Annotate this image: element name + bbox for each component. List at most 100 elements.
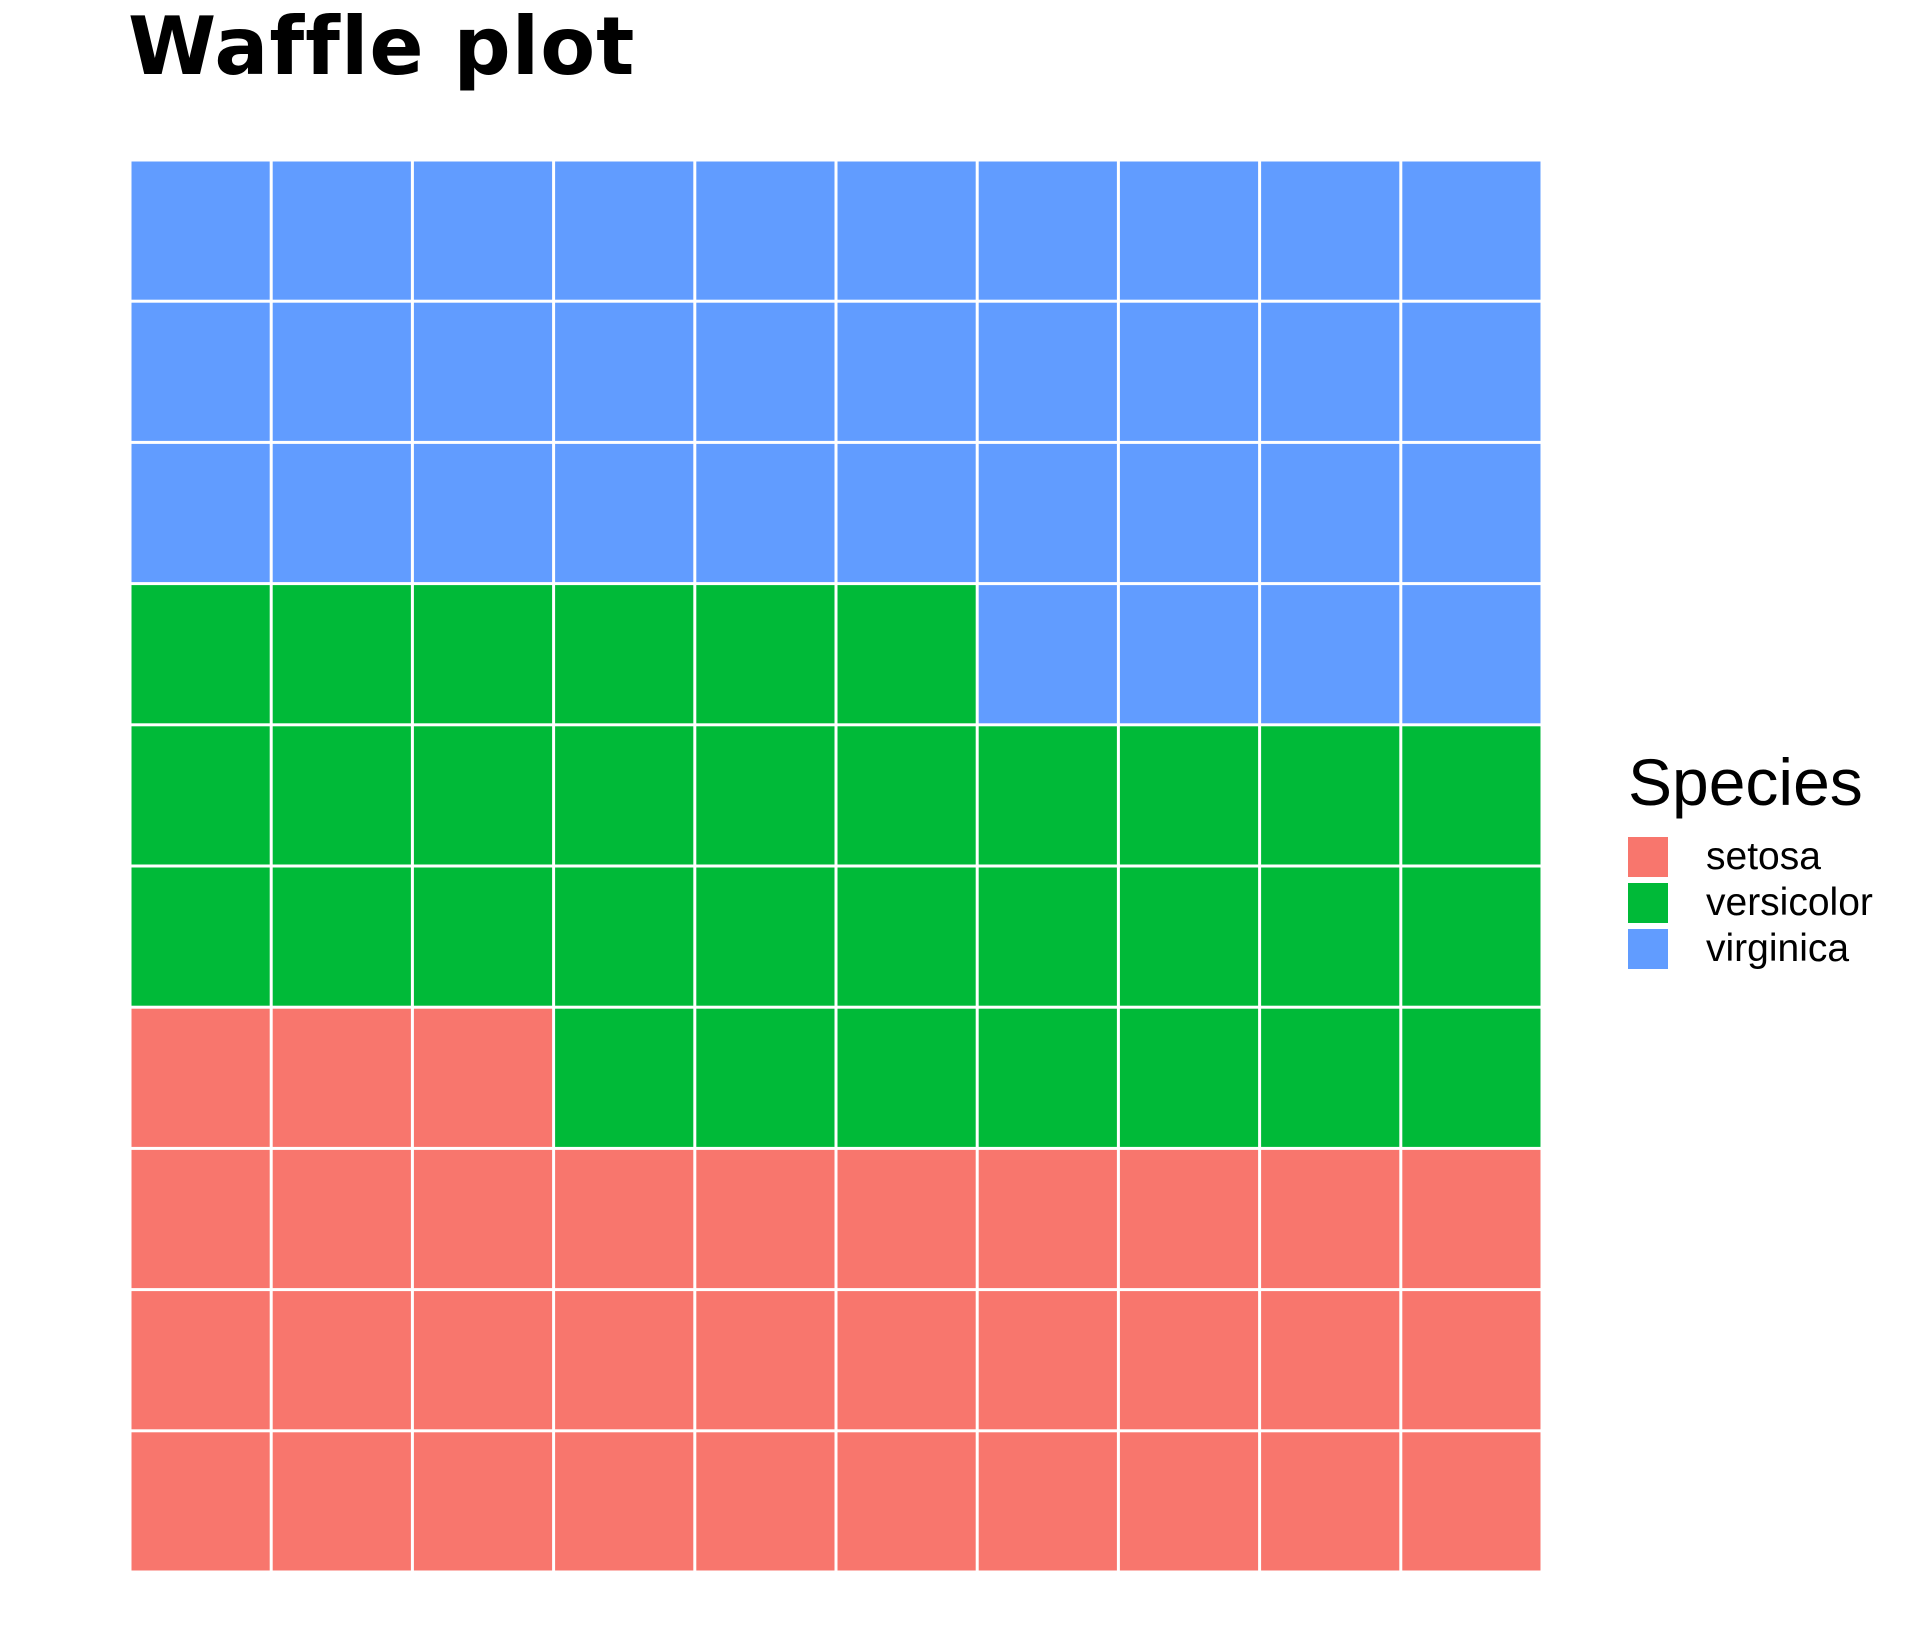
waffle-cell-virginica: [272, 302, 411, 441]
waffle-cell-virginica: [1261, 302, 1400, 441]
waffle-cell-virginica: [696, 443, 835, 583]
waffle-cell-setosa: [131, 1149, 270, 1289]
waffle-cell-virginica: [837, 302, 976, 441]
waffle-cell-setosa: [272, 1291, 411, 1430]
waffle-cell-virginica: [131, 161, 270, 300]
waffle-cell-setosa: [413, 1432, 553, 1571]
waffle-cell-virginica: [1261, 443, 1400, 583]
waffle-cell-setosa: [1402, 1291, 1541, 1430]
waffle-cell-versicolor: [837, 585, 976, 724]
waffle-cell-versicolor: [1119, 726, 1259, 865]
waffle-cell-versicolor: [1402, 867, 1541, 1006]
waffle-cell-setosa: [978, 1291, 1117, 1430]
legend: Species setosa versicolor virginica: [1628, 742, 1908, 972]
legend-label-virginica: virginica: [1706, 927, 1850, 970]
waffle-cell-versicolor: [413, 726, 553, 865]
waffle-cell-virginica: [1402, 443, 1541, 583]
waffle-cell-setosa: [555, 1149, 694, 1289]
waffle-cell-virginica: [1402, 302, 1541, 441]
waffle-cell-versicolor: [1261, 1008, 1400, 1147]
waffle-cell-virginica: [1402, 585, 1541, 724]
waffle-cell-virginica: [413, 302, 553, 441]
waffle-cell-virginica: [1119, 585, 1259, 724]
waffle-cell-virginica: [978, 443, 1117, 583]
waffle-cell-virginica: [978, 302, 1117, 441]
waffle-cell-virginica: [696, 161, 835, 300]
waffle-cell-setosa: [1119, 1432, 1259, 1571]
waffle-cell-setosa: [555, 1432, 694, 1571]
waffle-cell-virginica: [272, 161, 411, 300]
waffle-cell-versicolor: [1261, 726, 1400, 865]
waffle-cell-versicolor: [1402, 726, 1541, 865]
waffle-cell-versicolor: [131, 585, 270, 724]
waffle-cell-setosa: [272, 1008, 411, 1147]
waffle-cell-virginica: [413, 443, 553, 583]
waffle-cell-versicolor: [272, 867, 411, 1006]
waffle-cell-versicolor: [978, 726, 1117, 865]
waffle-cell-versicolor: [272, 726, 411, 865]
waffle-cell-setosa: [1261, 1149, 1400, 1289]
waffle-cell-versicolor: [696, 585, 835, 724]
waffle-cell-virginica: [837, 161, 976, 300]
waffle-cell-virginica: [555, 443, 694, 583]
waffle-cell-versicolor: [978, 1008, 1117, 1147]
waffle-cell-setosa: [131, 1432, 270, 1571]
waffle-cell-versicolor: [696, 726, 835, 865]
waffle-cell-setosa: [1119, 1291, 1259, 1430]
waffle-cell-setosa: [837, 1149, 976, 1289]
waffle-cell-versicolor: [1119, 867, 1259, 1006]
chart-title: Waffle plot: [128, 0, 636, 93]
waffle-cell-setosa: [837, 1432, 976, 1571]
waffle-cell-setosa: [696, 1432, 835, 1571]
waffle-cell-versicolor: [131, 726, 270, 865]
waffle-cell-setosa: [272, 1149, 411, 1289]
waffle-cell-virginica: [1119, 161, 1259, 300]
waffle-cell-versicolor: [696, 867, 835, 1006]
waffle-cell-versicolor: [555, 726, 694, 865]
waffle-cell-versicolor: [696, 1008, 835, 1147]
waffle-cell-setosa: [1402, 1149, 1541, 1289]
waffle-cell-versicolor: [1261, 867, 1400, 1006]
waffle-cell-virginica: [1119, 443, 1259, 583]
waffle-cell-setosa: [413, 1291, 553, 1430]
waffle-cell-virginica: [1402, 161, 1541, 300]
waffle-cell-versicolor: [555, 1008, 694, 1147]
waffle-cell-versicolor: [131, 867, 270, 1006]
waffle-cell-setosa: [978, 1149, 1117, 1289]
waffle-cell-setosa: [837, 1291, 976, 1430]
waffle-cell-versicolor: [413, 585, 553, 724]
waffle-cell-virginica: [555, 161, 694, 300]
legend-entry-virginica: virginica: [1628, 926, 1908, 972]
legend-entry-versicolor: versicolor: [1628, 880, 1908, 926]
waffle-cell-virginica: [1261, 161, 1400, 300]
legend-entry-setosa: setosa: [1628, 834, 1908, 880]
waffle-cell-versicolor: [413, 867, 553, 1006]
waffle-cell-versicolor: [978, 867, 1117, 1006]
legend-entries: setosa versicolor virginica: [1628, 834, 1908, 972]
legend-key-setosa: [1628, 837, 1668, 877]
waffle-cell-virginica: [837, 443, 976, 583]
waffle-cell-versicolor: [1402, 1008, 1541, 1147]
waffle-cell-setosa: [555, 1291, 694, 1430]
legend-key-virginica: [1628, 929, 1668, 969]
waffle-cell-setosa: [272, 1432, 411, 1571]
waffle-cell-virginica: [131, 443, 270, 583]
waffle-cell-versicolor: [837, 867, 976, 1006]
waffle-cell-virginica: [1261, 585, 1400, 724]
legend-label-setosa: setosa: [1706, 835, 1821, 878]
waffle-cell-virginica: [1119, 302, 1259, 441]
waffle-cell-versicolor: [1119, 1008, 1259, 1147]
waffle-cell-virginica: [413, 161, 553, 300]
waffle-cell-setosa: [696, 1149, 835, 1289]
waffle-cell-virginica: [272, 443, 411, 583]
waffle-cell-setosa: [131, 1008, 270, 1147]
waffle-cell-setosa: [1402, 1432, 1541, 1571]
legend-key-versicolor: [1628, 883, 1668, 923]
waffle-cell-setosa: [1261, 1291, 1400, 1430]
waffle-cell-virginica: [696, 302, 835, 441]
waffle-cell-setosa: [1261, 1432, 1400, 1571]
waffle-cell-versicolor: [272, 585, 411, 724]
legend-label-versicolor: versicolor: [1706, 881, 1873, 924]
waffle-cell-versicolor: [555, 867, 694, 1006]
